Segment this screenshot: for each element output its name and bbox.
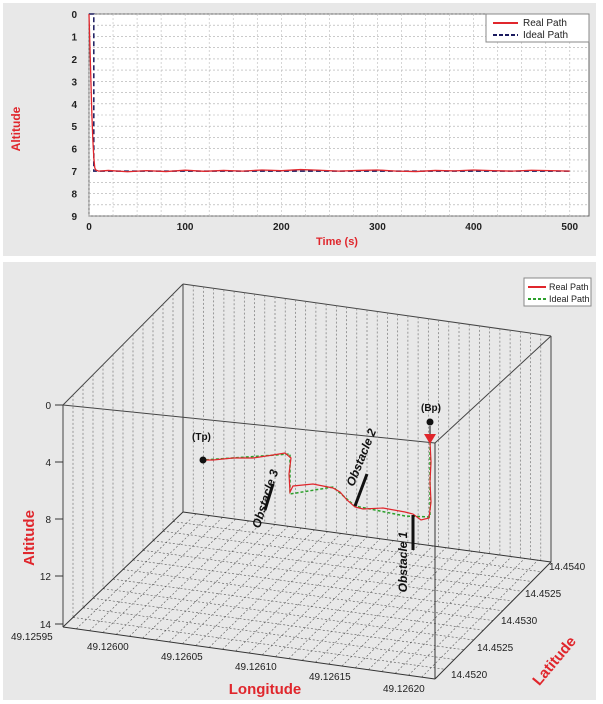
floor-grid-line [275, 540, 394, 657]
z-tick-label: 12 [40, 572, 52, 583]
latitude-ticks: 14.4520 14.4525 14.4530 14.4525 14.4540 [451, 562, 586, 681]
longitude-ticks: 49.12595 49.12600 49.12605 49.12610 49.1… [11, 632, 425, 695]
latitude-tick-label: 14.4530 [501, 616, 538, 627]
z-ticks: 0 4 8 12 14 [40, 401, 63, 631]
altitude-time-chart-panel: 0 1 2 3 4 5 6 7 8 9 0 100 200 300 400 500 Altitude Tim… [3, 3, 596, 256]
x-tick-label: 200 [273, 222, 290, 233]
obstacle-1-label: Obstacle 1 [396, 531, 410, 592]
floor-grid-line [394, 556, 512, 674]
flight-path-3d-panel: 0 4 8 12 14 49.12595 49.12600 49.12605 4… [3, 262, 596, 700]
z-tick-label: 14 [40, 620, 52, 631]
legend-label-ideal-path: Ideal Path [523, 30, 568, 41]
legend-label-ideal-path: Ideal Path [549, 294, 590, 304]
floor-edge [62, 626, 436, 680]
obstacle-2-marker [353, 473, 369, 507]
y-tick-label: 9 [71, 212, 77, 223]
y-tick-label: 4 [71, 100, 77, 111]
x-tick-labels: 0 100 200 300 400 500 [86, 222, 578, 233]
floor-grid-line [381, 554, 499, 672]
latitude-tick-label: 14.4525 [477, 643, 514, 654]
floor-edge [182, 511, 552, 563]
z-tick-label: 4 [45, 458, 51, 469]
floor-grid-line [262, 538, 381, 656]
floor-grid-line [172, 521, 542, 573]
legend-box [523, 277, 592, 307]
data-series [88, 13, 570, 173]
longitude-tick-label: 49.12620 [383, 684, 425, 695]
floor-grid-line [235, 535, 355, 652]
legend-label-real-path: Real Path [549, 282, 589, 292]
y-tick-label: 3 [71, 77, 77, 88]
z-axis-label: Altitude [21, 510, 38, 566]
y-tick-labels: 0 1 2 3 4 5 6 7 8 9 [71, 10, 77, 223]
y-axis-label: Altitude [9, 106, 23, 151]
legend-label-real-path: Real Path [523, 18, 567, 29]
floor-grid-line [328, 547, 447, 665]
y-tick-label: 7 [71, 167, 77, 178]
floor-grid [72, 513, 542, 678]
longitude-tick-label: 49.12605 [161, 652, 203, 663]
floor-grid-line [288, 542, 407, 659]
longitude-tick-label: 49.12610 [235, 662, 277, 673]
x-tick-label: 0 [86, 222, 92, 233]
z-tick-label: 0 [45, 401, 51, 412]
legend: Real Path Ideal Path [485, 13, 590, 43]
y-tick-label: 0 [71, 10, 77, 21]
longitude-tick-label: 49.12615 [309, 672, 351, 683]
real-path-line [203, 441, 432, 521]
y-tick-label: 8 [71, 190, 77, 201]
series-line-real-path [88, 13, 570, 173]
legend-box [485, 13, 590, 43]
floor-grid-line [222, 533, 341, 650]
x-axis-label: Time (s) [316, 236, 358, 248]
wall-grid [72, 285, 542, 618]
latitude-tick-label: 14.4540 [549, 562, 586, 573]
target-point-marker [199, 456, 207, 464]
obstacle-3-marker [263, 483, 275, 511]
base-point-marker [426, 418, 434, 426]
floor-grid-line [248, 536, 368, 654]
floor-grid-line [72, 617, 445, 670]
target-point-label: (Tp) [192, 432, 211, 443]
floor-edge [62, 511, 184, 628]
base-point-arrow [424, 434, 436, 444]
longitude-tick-label: 49.12600 [87, 642, 129, 653]
z-tick-label: 8 [45, 515, 51, 526]
x-tick-label: 300 [369, 222, 386, 233]
y-tick-label: 1 [71, 32, 77, 43]
box-edge [62, 404, 436, 444]
longitude-axis-label: Longitude [229, 681, 301, 698]
x-tick-label: 500 [561, 222, 578, 233]
x-tick-label: 400 [465, 222, 482, 233]
legend: Real Path Ideal Path [523, 277, 592, 307]
floor-grid-line [355, 551, 473, 669]
altitude-time-chart: 0 1 2 3 4 5 6 7 8 9 0 100 200 300 400 500 Altitude Tim… [3, 3, 596, 256]
longitude-tick-label: 49.12595 [11, 632, 53, 643]
floor-grid-line [368, 552, 486, 670]
floor-grid-line [301, 543, 420, 661]
chart-background [3, 262, 596, 700]
x-tick-label: 100 [177, 222, 194, 233]
series-line-ideal-path [89, 13, 570, 172]
latitude-tick-label: 14.4525 [525, 589, 562, 600]
floor-grid-line [82, 607, 455, 660]
floor-edge [434, 561, 552, 680]
y-tick-label: 5 [71, 122, 77, 133]
floor-grid-line [408, 558, 525, 676]
latitude-tick-label: 14.4520 [451, 670, 488, 681]
floor-grid-line [421, 560, 539, 678]
flight-path-3d-chart: 0 4 8 12 14 49.12595 49.12600 49.12605 4… [3, 262, 596, 700]
floor-edges [62, 443, 552, 680]
base-point-label: (Bp) [421, 403, 441, 414]
grid-lines [88, 13, 589, 217]
floor-grid-line [341, 549, 460, 667]
box-edge [434, 335, 552, 444]
floor-grid-line [315, 545, 433, 663]
floor-grid-line [92, 597, 465, 651]
y-tick-label: 6 [71, 145, 77, 156]
y-tick-label: 2 [71, 55, 77, 66]
